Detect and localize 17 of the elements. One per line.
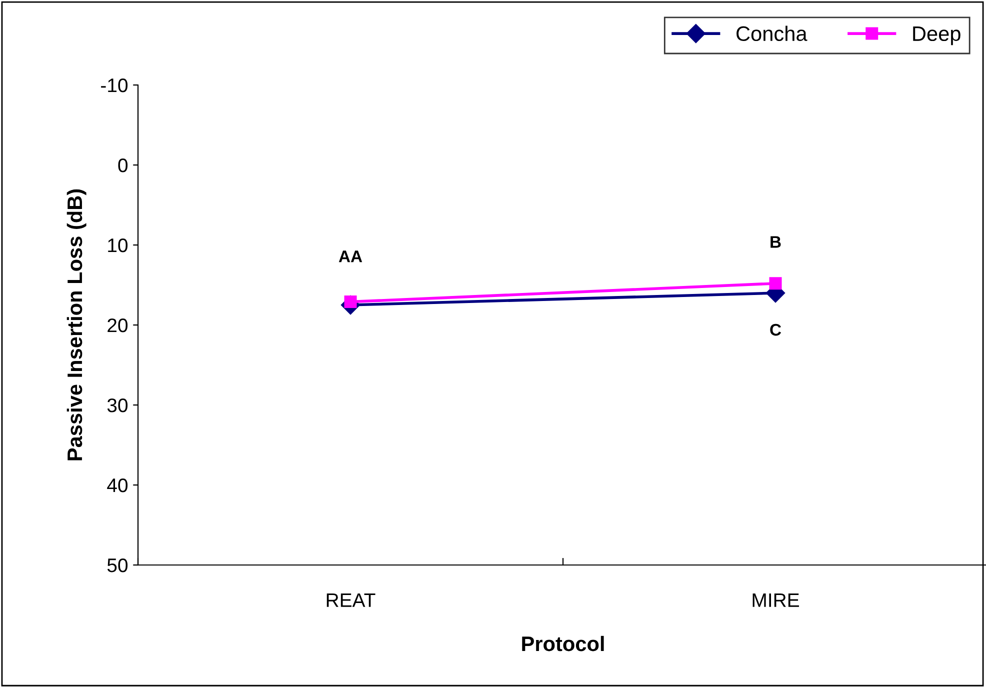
legend-label: Concha (736, 26, 808, 42)
legend-label: Deep (913, 26, 960, 46)
y-tick-label: 30 (107, 398, 128, 412)
x-axis-title: Protocol (522, 636, 604, 652)
y-tick-label: 40 (107, 478, 128, 492)
y-tick-label: 20 (108, 318, 128, 332)
y-axis-title: Passive Insertion Loss (dB) (66, 189, 86, 460)
y-tick-label: 0 (118, 158, 128, 172)
annotation: B (770, 236, 781, 248)
y-tick-label: 50 (107, 558, 128, 572)
y-tick-label: -10 (101, 78, 128, 92)
point (769, 277, 782, 290)
annotation: C (770, 324, 782, 336)
annotation: AA (338, 250, 362, 262)
x-tick-label: REAT (326, 593, 376, 607)
x-tick-label: MIRE (752, 593, 799, 607)
y-tick-label: 10 (108, 238, 128, 252)
